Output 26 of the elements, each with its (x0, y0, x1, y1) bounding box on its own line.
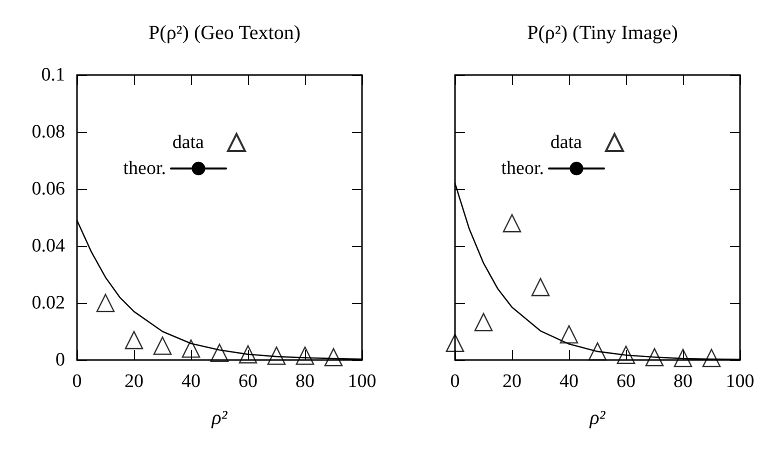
legend-label: data (172, 132, 205, 153)
y-tick-label: 0.08 (32, 122, 65, 142)
y-tick-label: 0.02 (32, 292, 65, 314)
x-axis-title: ρ² (210, 407, 228, 429)
legend-label: theor. (123, 158, 166, 179)
chart-title: P(ρ²) (Geo Texton) (148, 22, 300, 44)
y-tick-label: 0.06 (32, 178, 65, 200)
legend-label: theor. (501, 158, 544, 179)
x-tick-label: 80 (674, 371, 692, 392)
x-tick-label: 60 (616, 371, 636, 392)
x-tick-label: 100 (726, 371, 754, 392)
x-tick-label: 60 (238, 371, 258, 392)
y-tick-label: 0.04 (32, 236, 66, 256)
x-tick-label: 0 (72, 371, 82, 392)
x-tick-label: 20 (124, 371, 144, 392)
x-tick-label: 20 (502, 371, 522, 392)
x-tick-label: 40 (560, 371, 578, 392)
x-tick-label: 0 (450, 371, 460, 392)
x-tick-label: 100 (348, 371, 376, 392)
legend-label: data (550, 132, 583, 153)
x-tick-label: 80 (296, 371, 314, 392)
chart-title: P(ρ²) (Tiny Image) (527, 22, 678, 44)
x-axis-title: ρ² (588, 407, 606, 429)
y-tick-label: 0.1 (41, 64, 65, 86)
y-tick-label: 0 (56, 350, 65, 370)
x-tick-label: 40 (182, 371, 200, 392)
